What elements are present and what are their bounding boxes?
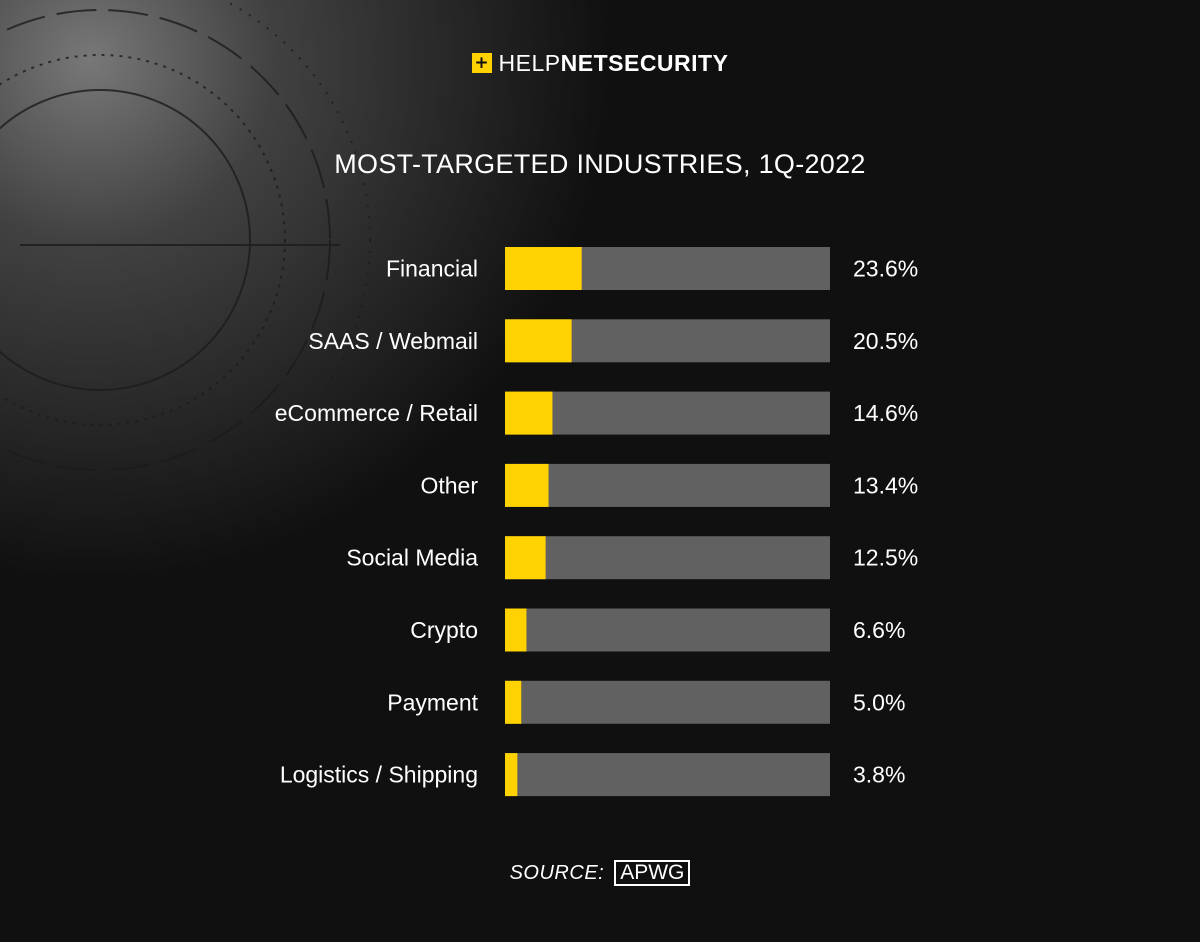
category-label: Logistics / Shipping xyxy=(280,762,478,788)
helpnetsecurity-logo: + HELPNETSECURITY xyxy=(0,50,1200,76)
value-label: 20.5% xyxy=(853,328,918,354)
bar xyxy=(505,753,518,797)
logo-net: NET xyxy=(560,50,609,76)
bar-track xyxy=(505,680,830,724)
value-label: 6.6% xyxy=(853,617,905,643)
bar xyxy=(505,463,549,507)
bar-track xyxy=(505,391,830,435)
value-label: 3.8% xyxy=(853,762,905,788)
value-label: 23.6% xyxy=(853,256,918,282)
source-label: SOURCE: xyxy=(509,861,605,884)
bar xyxy=(505,391,553,435)
category-label: Financial xyxy=(386,256,478,282)
category-label: Payment xyxy=(387,689,478,715)
category-label: Crypto xyxy=(410,617,478,643)
value-label: 13.4% xyxy=(853,472,918,498)
bar xyxy=(505,536,546,580)
category-label: eCommerce / Retail xyxy=(275,400,478,426)
bar-track xyxy=(505,608,830,652)
bar xyxy=(505,319,572,363)
bar-track xyxy=(505,753,830,797)
source-line: SOURCE: APWG xyxy=(0,860,1200,886)
value-label: 14.6% xyxy=(853,400,918,426)
bar xyxy=(505,680,522,724)
category-label: SAAS / Webmail xyxy=(308,328,478,354)
value-label: 5.0% xyxy=(853,689,905,715)
logo-help: HELP xyxy=(498,50,561,76)
bar xyxy=(505,608,527,652)
bar xyxy=(505,247,582,290)
bar-track xyxy=(505,463,830,507)
bar-track xyxy=(505,536,830,580)
logo-security: SECURITY xyxy=(608,50,729,76)
apwg-logo: APWG xyxy=(614,860,691,886)
category-label: Social Media xyxy=(346,545,478,571)
chart-title: MOST-TARGETED INDUSTRIES, 1Q-2022 xyxy=(334,149,866,179)
value-label: 12.5% xyxy=(853,545,918,571)
logo-plus-icon: + xyxy=(471,53,492,73)
category-label: Other xyxy=(420,472,478,498)
logo-wordmark: HELPNETSECURITY xyxy=(499,50,729,76)
